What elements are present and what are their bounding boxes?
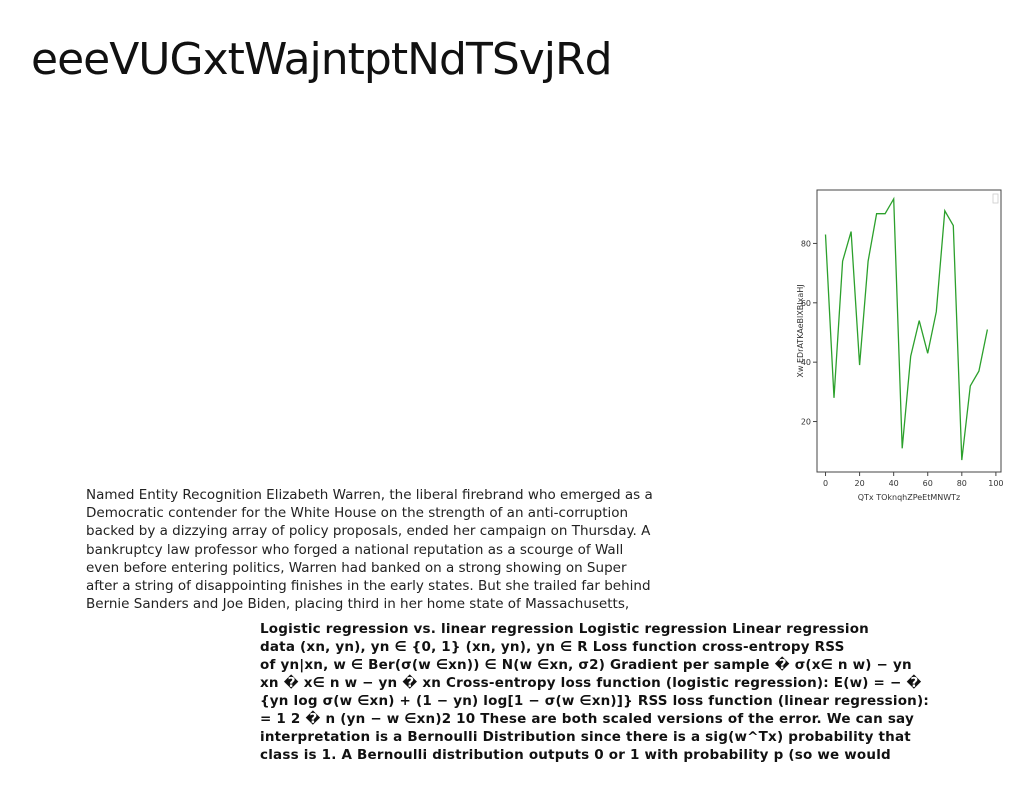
y-tick-label: 40 xyxy=(801,358,811,367)
legend-box xyxy=(992,193,999,204)
bold-text-line: interpretation is a Bernoulli Distributi… xyxy=(260,729,911,745)
paragraph-line: Democratic contender for the White House… xyxy=(86,505,629,522)
x-tick-label: 20 xyxy=(854,479,864,488)
paragraph-text: Named Entity Recognition Elizabeth Warre… xyxy=(86,486,691,613)
line-chart: 0 20 40 60 80 100 20 40 60 80 QTx TOknqhZPeEtMNWTz… xyxy=(790,182,1008,510)
plot-frame xyxy=(816,189,1002,473)
bold-text-line: = 1 2 � n (yn − w ∈xn)2 10 These are bot… xyxy=(260,711,914,727)
paragraph-line: even before entering politics, Warren ha… xyxy=(86,559,627,576)
bold-text-line: class is 1. A Bernoulli distribution out… xyxy=(260,747,891,763)
x-tick-label: 0 xyxy=(823,479,828,488)
x-tick-label: 60 xyxy=(923,479,933,488)
bold-text-line: of yn|xn, w ∈ Ber(σ(w ∈xn)) ∈ N(w ∈xn, σ… xyxy=(260,657,912,673)
line-chart-svg: 0 20 40 60 80 100 20 40 60 80 QTx TOknqhZPeEtMNWTz… xyxy=(796,189,1004,502)
x-axis-label: QTx TOknqhZPeEtMNWTz xyxy=(858,493,961,502)
x-tick-label: 80 xyxy=(957,479,967,488)
document-title: eeeVUGxtWajntptNdTSvjRd xyxy=(31,34,613,85)
bold-text-line: xn � x∈ n w − yn � xn Cross-entropy loss… xyxy=(260,675,922,691)
y-tick-label: 20 xyxy=(801,418,811,427)
x-tick-label: 40 xyxy=(889,479,899,488)
x-tick-label: 100 xyxy=(988,479,1003,488)
paragraph-line: after a string of disappointing finishes… xyxy=(86,578,651,595)
bold-text-line: Logistic regression vs. linear regressio… xyxy=(260,621,869,637)
y-tick-label: 80 xyxy=(801,239,811,248)
paragraph-line: Named Entity Recognition Elizabeth Warre… xyxy=(86,487,653,503)
series-line xyxy=(824,196,989,461)
paragraph-line: Bernie Sanders and Joe Biden, placing th… xyxy=(86,596,630,613)
y-axis-label: Xw EDrATKAeBlXBIxaHJ xyxy=(796,284,805,377)
bold-text-line: data (xn, yn), yn ∈ {0, 1} (xn, yn), yn … xyxy=(260,639,845,655)
y-tick-label: 60 xyxy=(801,299,811,308)
paragraph-line: backed by a dizzying array of policy pro… xyxy=(86,523,651,540)
paragraph-line: bankruptcy law professor who forged a na… xyxy=(86,541,624,558)
bold-text-block: Logistic regression vs. linear regressio… xyxy=(260,620,960,764)
bold-text-line: {yn log σ(w ∈xn) + (1 − yn) log[1 − σ(w … xyxy=(260,693,929,709)
